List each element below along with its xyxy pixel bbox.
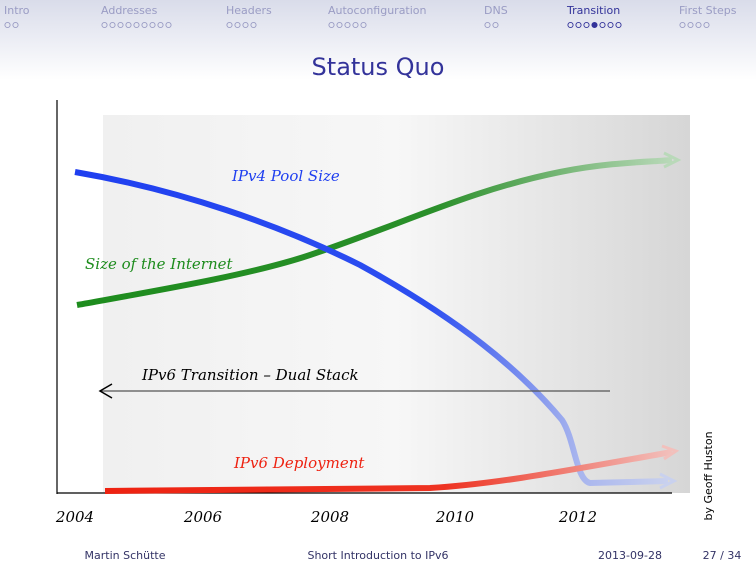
nav-dot <box>133 21 140 29</box>
year-labels: 2004 2006 2008 2010 2012 <box>55 508 597 526</box>
nav-dot <box>484 21 491 29</box>
nav-dot <box>101 21 108 29</box>
nav-dot <box>591 21 598 29</box>
nav-dot <box>352 21 359 29</box>
nav-dot <box>599 21 606 29</box>
arrow-head <box>663 151 682 169</box>
nav-dot <box>583 21 590 29</box>
transition-label: IPv6 Transition – Dual Stack <box>141 366 359 384</box>
year-label: 2004 <box>55 508 94 526</box>
nav-section: Addresses <box>101 4 158 17</box>
nav-dot <box>234 21 241 29</box>
header-band <box>0 0 756 80</box>
nav-dot <box>492 21 499 29</box>
footer-date: 2013-09-28 <box>598 549 662 562</box>
nav-dot <box>615 21 622 29</box>
nav-section: Transition <box>566 4 620 17</box>
arrow-head <box>98 383 113 399</box>
arrow-head <box>661 444 680 461</box>
nav-dot <box>12 21 19 29</box>
year-label: 2006 <box>183 508 223 526</box>
nav-dot <box>226 21 233 29</box>
ipv4-label: IPv4 Pool Size <box>231 167 340 185</box>
figure-background <box>103 115 690 493</box>
nav-dot <box>687 21 694 29</box>
footer-title: Short Introduction to IPv6 <box>307 549 448 562</box>
nav-dot <box>242 21 249 29</box>
arrow-head <box>659 472 678 490</box>
nav-section: Headers <box>226 4 272 17</box>
nav-dot <box>703 21 710 29</box>
footer-author: Martin Schütte <box>85 549 166 562</box>
nav-section: Autoconfiguration <box>328 4 427 17</box>
year-label: 2008 <box>310 508 349 526</box>
nav-dot <box>336 21 343 29</box>
year-label: 2012 <box>558 508 597 526</box>
nav-dot <box>360 21 367 29</box>
nav-dot <box>149 21 156 29</box>
nav-dot <box>141 21 148 29</box>
internet-curve <box>76 157 673 308</box>
deployment-label: IPv6 Deployment <box>233 454 365 472</box>
nav-dot <box>109 21 116 29</box>
nav-dot <box>607 21 614 29</box>
nav-dot <box>4 21 11 29</box>
nav-dot <box>695 21 702 29</box>
nav-dot <box>250 21 257 29</box>
nav-dot <box>679 21 686 29</box>
nav-dot <box>117 21 124 29</box>
nav-dot <box>165 21 172 29</box>
year-label: 2010 <box>435 508 475 526</box>
internet-label: Size of the Internet <box>85 255 234 273</box>
nav-dot <box>575 21 582 29</box>
navigation: Intro Addresses Headers Autoconfiguration DN… <box>4 4 737 29</box>
nav-section: Intro <box>4 4 30 17</box>
nav-dot <box>344 21 351 29</box>
credit: by Geoff Huston <box>702 431 715 520</box>
nav-section: DNS <box>484 4 508 17</box>
footer-page: 27 / 34 <box>703 549 742 562</box>
nav-dot <box>567 21 574 29</box>
nav-section: First Steps <box>679 4 737 17</box>
ipv4-curve <box>74 169 669 487</box>
ipv6-curve <box>104 449 673 494</box>
nav-dot <box>328 21 335 29</box>
nav-dot <box>125 21 132 29</box>
nav-dot <box>157 21 164 29</box>
slide-title: Status Quo <box>312 53 445 81</box>
